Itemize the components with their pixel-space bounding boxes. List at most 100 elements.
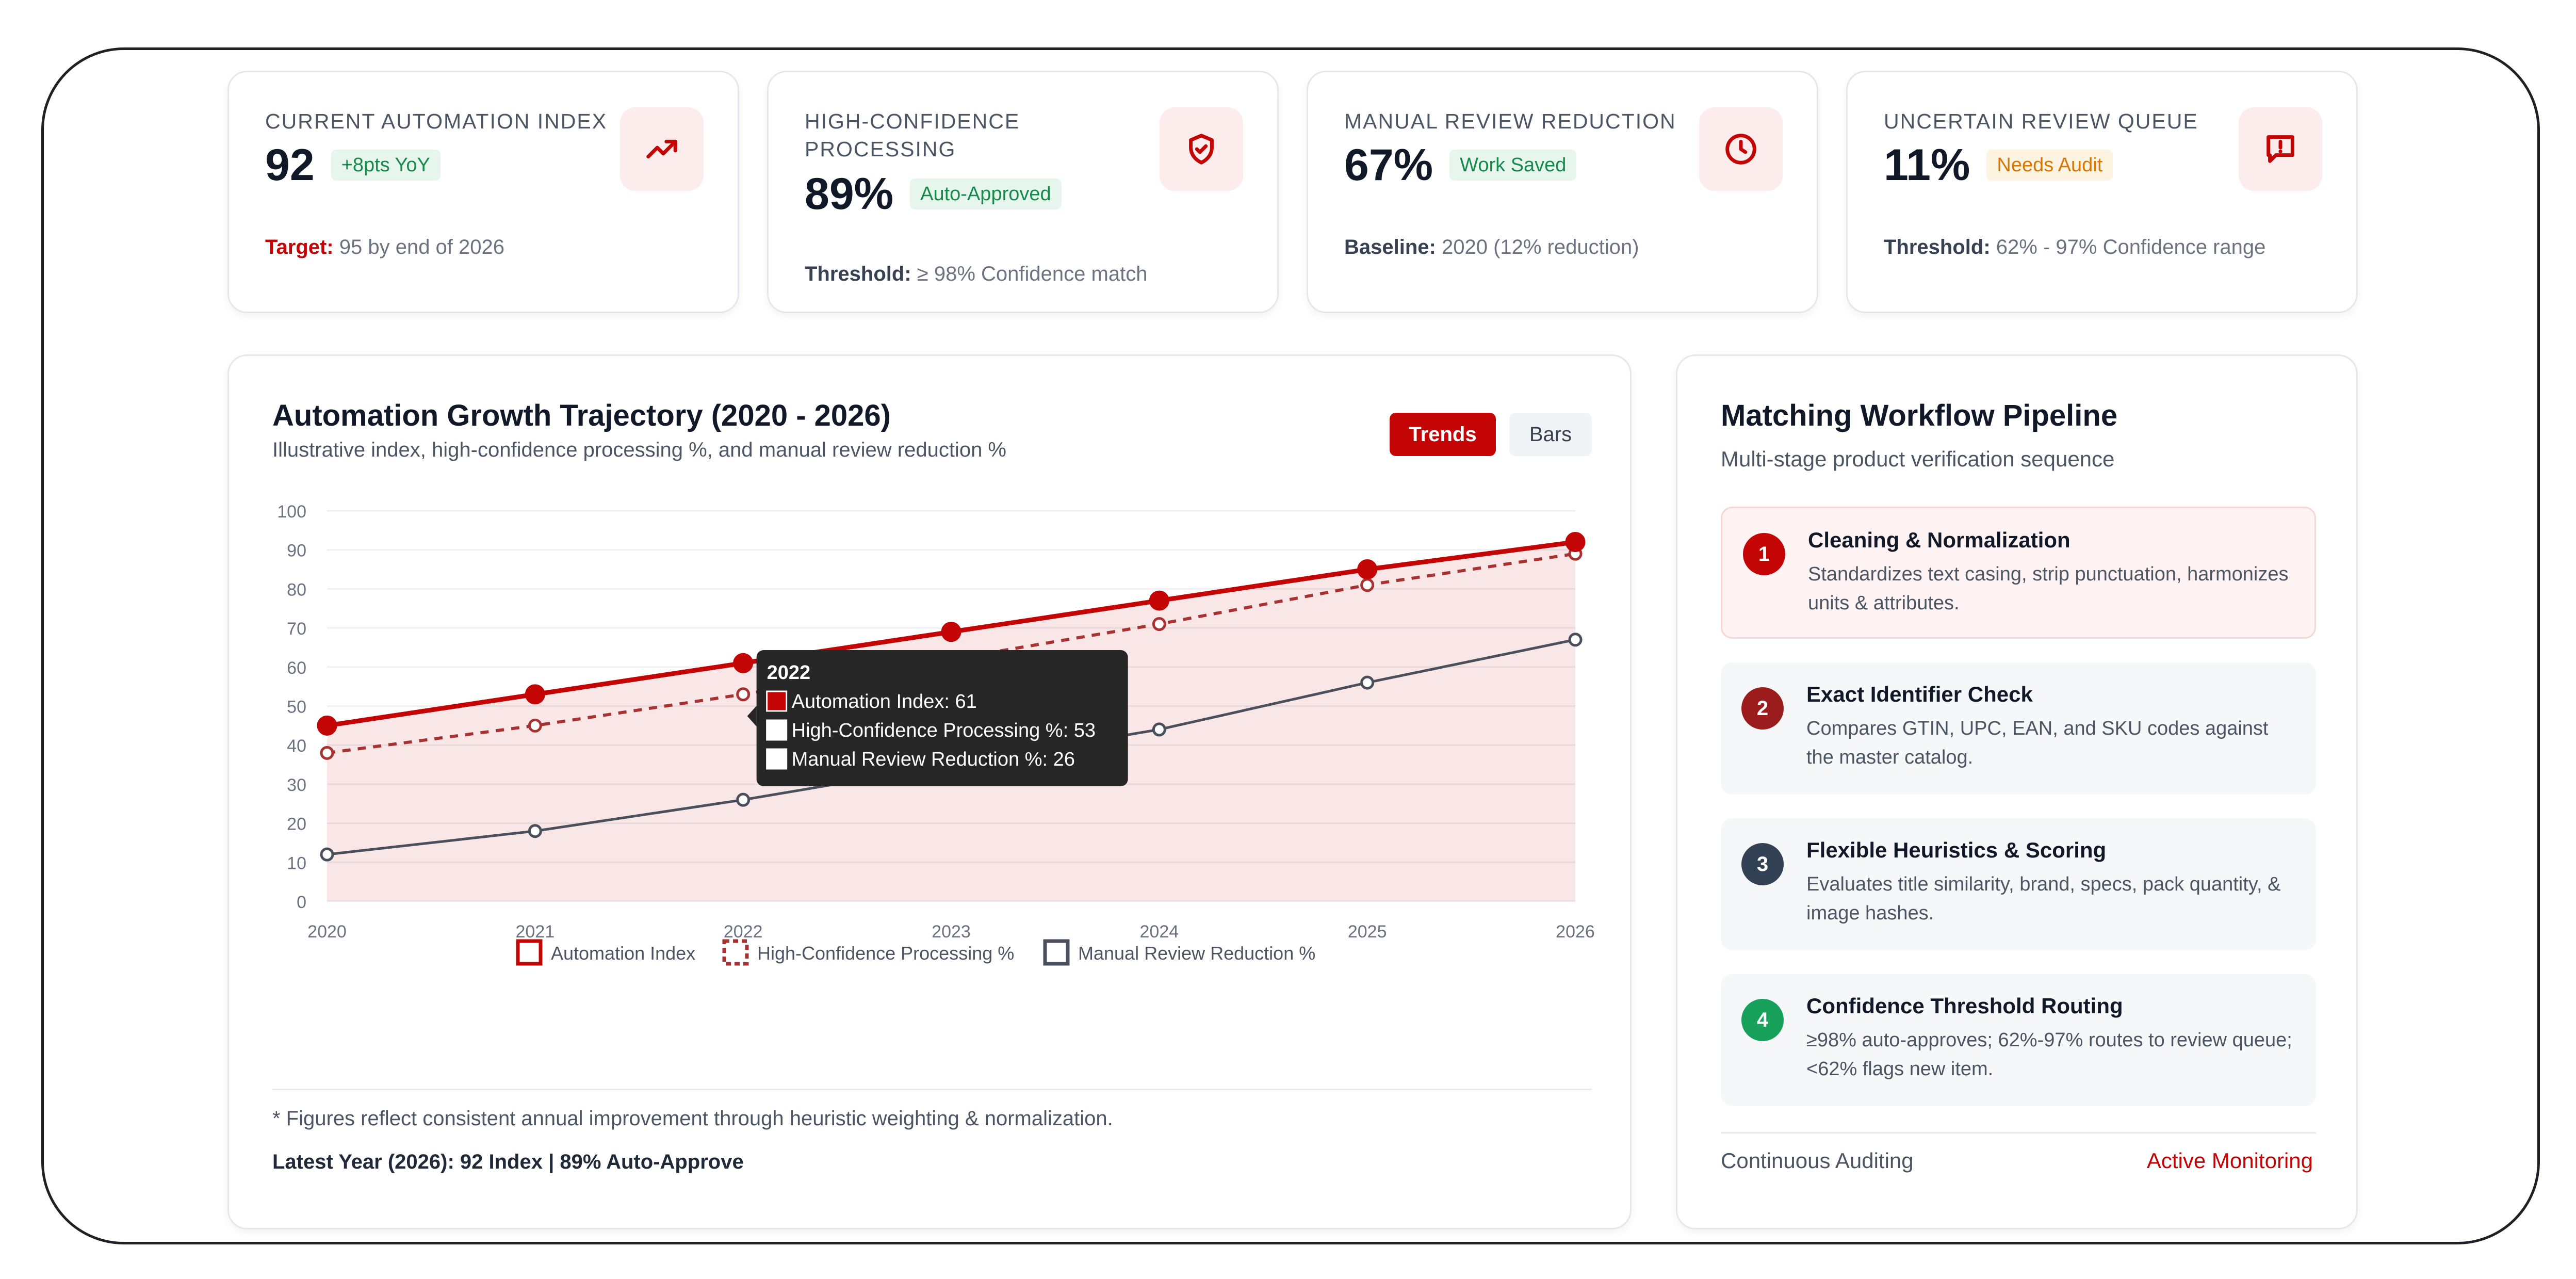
data-point bbox=[1152, 722, 1166, 737]
tooltip-caret bbox=[747, 706, 757, 726]
pipeline-title: Matching Workflow Pipeline bbox=[1721, 399, 2118, 432]
kpi-foot-label: Baseline: bbox=[1344, 236, 1436, 258]
step-title: Cleaning & Normalization bbox=[1808, 528, 2070, 552]
data-point bbox=[1565, 532, 1586, 553]
data-point bbox=[528, 824, 542, 838]
legend-label: Automation Index bbox=[551, 943, 695, 964]
pipeline-step-heuristics[interactable]: 3 Flexible Heuristics & Scoring Evaluate… bbox=[1721, 818, 2316, 950]
step-number-badge: 2 bbox=[1741, 687, 1784, 730]
latest-year-summary: Latest Year (2026): 92 Index | 89% Auto-… bbox=[272, 1151, 744, 1173]
clock-icon bbox=[1699, 107, 1783, 191]
data-point bbox=[736, 687, 751, 702]
trends-toggle-button[interactable]: Trends bbox=[1390, 413, 1496, 456]
tooltip-swatch bbox=[766, 690, 788, 712]
kpi-foot-label: Target: bbox=[265, 236, 334, 258]
legend-label: Manual Review Reduction % bbox=[1078, 943, 1315, 964]
message-alert-icon bbox=[2239, 107, 2322, 191]
kpi-badge: Needs Audit bbox=[1986, 150, 2113, 181]
bars-toggle-button[interactable]: Bars bbox=[1509, 413, 1592, 456]
y-tick-label: 70 bbox=[287, 619, 306, 639]
kpi-foot-label: Threshold: bbox=[1884, 236, 1991, 258]
app-frame: CURRENT AUTOMATION INDEX 92 +8pts YoY Ta… bbox=[41, 47, 2540, 1244]
kpi-footnote: Threshold: 62% - 97% Confidence range bbox=[1884, 234, 2265, 260]
tooltip-line: High-Confidence Processing %: 53 bbox=[792, 720, 1096, 741]
monitoring-status: Active Monitoring bbox=[2146, 1148, 2313, 1173]
divider bbox=[1721, 1132, 2316, 1134]
chart-card: 0 10 20 30 40 50 60 70 80 90 100 2020 2021 2022 2023 20… bbox=[227, 354, 1632, 1229]
tooltip-title: 2022 bbox=[767, 662, 811, 684]
kpi-value-row: 11% Needs Audit bbox=[1884, 139, 2113, 191]
kpi-foot-text: 95 by end of 2026 bbox=[339, 236, 505, 258]
kpi-value: 89% bbox=[805, 169, 894, 219]
line-chart[interactable]: 0 10 20 30 40 50 60 70 80 90 100 2020 2021 2022 2023 20… bbox=[229, 356, 1630, 1228]
step-title: Confidence Threshold Routing bbox=[1806, 994, 2123, 1018]
kpi-value: 67% bbox=[1344, 140, 1433, 190]
tooltip-box bbox=[756, 650, 1128, 786]
kpi-footnote: Baseline: 2020 (12% reduction) bbox=[1344, 234, 1639, 260]
data-point bbox=[1152, 617, 1166, 632]
tooltip-swatch bbox=[766, 748, 788, 770]
data-point bbox=[320, 746, 334, 760]
step-description: ≥98% auto-approves; 62%-97% routes to re… bbox=[1806, 1029, 2292, 1080]
pipeline-step-routing[interactable]: 4 Confidence Threshold Routing ≥98% auto… bbox=[1721, 974, 2316, 1106]
y-tick-label: 30 bbox=[287, 775, 306, 795]
kpi-value-row: 89% Auto-Approved bbox=[805, 168, 1062, 220]
y-tick-label: 60 bbox=[287, 658, 306, 678]
kpi-badge: +8pts YoY bbox=[331, 150, 441, 181]
pipeline-card: Matching Workflow Pipeline Multi-stage p… bbox=[1676, 354, 2358, 1229]
kpi-foot-text: 2020 (12% reduction) bbox=[1441, 236, 1639, 258]
y-tick-label: 90 bbox=[287, 541, 306, 561]
kpi-value: 92 bbox=[265, 140, 315, 190]
data-point bbox=[317, 715, 337, 736]
kpi-foot-text: ≥ 98% Confidence match bbox=[917, 263, 1148, 285]
kpi-badge: Work Saved bbox=[1449, 150, 1577, 181]
tooltip-line: Manual Review Reduction %: 26 bbox=[792, 749, 1075, 770]
kpi-label: UNCERTAIN REVIEW QUEUE bbox=[1884, 109, 2198, 133]
data-point bbox=[1360, 675, 1375, 690]
pipeline-footer-label: Continuous Auditing bbox=[1721, 1148, 1914, 1173]
kpi-footnote: Threshold: ≥ 98% Confidence match bbox=[805, 261, 1147, 287]
tooltip-line: Automation Index: 61 bbox=[792, 691, 977, 713]
y-tick-label: 100 bbox=[277, 502, 306, 522]
pipeline-subtitle: Multi-stage product verification sequenc… bbox=[1721, 447, 2115, 471]
step-description: Evaluates title similarity, brand, specs… bbox=[1806, 873, 2281, 924]
step-description: Standardizes text casing, strip punctuat… bbox=[1808, 563, 2289, 614]
kpi-foot-text: 62% - 97% Confidence range bbox=[1996, 236, 2266, 258]
data-point bbox=[1360, 578, 1375, 592]
step-title: Exact Identifier Check bbox=[1806, 682, 2033, 706]
chart-title: Automation Growth Trajectory (2020 - 202… bbox=[272, 399, 891, 432]
pipeline-step-identifier[interactable]: 2 Exact Identifier Check Compares GTIN, … bbox=[1721, 662, 2316, 795]
y-tick-label: 20 bbox=[287, 815, 306, 834]
pipeline-step-cleaning[interactable]: 1 Cleaning & Normalization Standardizes … bbox=[1721, 507, 2316, 639]
data-point bbox=[525, 684, 545, 705]
chart-footnote: * Figures reflect consistent annual impr… bbox=[272, 1107, 1113, 1130]
data-point bbox=[736, 792, 751, 807]
x-tick-label: 2026 bbox=[1556, 922, 1595, 942]
kpi-value-row: 92 +8pts YoY bbox=[265, 139, 441, 191]
data-point bbox=[733, 653, 754, 673]
legend-swatch bbox=[722, 939, 749, 966]
kpi-card-automation-index: CURRENT AUTOMATION INDEX 92 +8pts YoY Ta… bbox=[227, 71, 739, 313]
step-number-badge: 4 bbox=[1741, 999, 1784, 1041]
kpi-badge: Auto-Approved bbox=[910, 179, 1062, 209]
shield-check-icon bbox=[1160, 107, 1243, 191]
kpi-label: HIGH-CONFIDENCE PROCESSING bbox=[805, 109, 1020, 161]
trending-up-icon bbox=[620, 107, 704, 191]
y-tick-label: 10 bbox=[287, 853, 306, 873]
y-tick-label: 50 bbox=[287, 698, 306, 717]
chart-subtitle: Illustrative index, high-confidence proc… bbox=[272, 439, 1006, 461]
legend-swatch bbox=[1043, 939, 1070, 966]
kpi-value: 11% bbox=[1884, 140, 1970, 190]
kpi-value-row: 67% Work Saved bbox=[1344, 139, 1577, 191]
x-tick-label: 2020 bbox=[307, 922, 347, 942]
kpi-card-uncertain-queue: UNCERTAIN REVIEW QUEUE 11% Needs Audit T… bbox=[1846, 71, 2358, 313]
kpi-card-high-confidence: HIGH-CONFIDENCE PROCESSING 89% Auto-Appr… bbox=[767, 71, 1279, 313]
kpi-foot-label: Threshold: bbox=[805, 263, 911, 285]
y-tick-label: 40 bbox=[287, 736, 306, 756]
x-tick-label: 2021 bbox=[516, 922, 555, 942]
data-point bbox=[1568, 633, 1583, 647]
legend-swatch bbox=[516, 939, 543, 966]
x-tick-label: 2024 bbox=[1140, 922, 1179, 942]
kpi-row: CURRENT AUTOMATION INDEX 92 +8pts YoY Ta… bbox=[227, 71, 2358, 313]
x-tick-label: 2023 bbox=[932, 922, 971, 942]
